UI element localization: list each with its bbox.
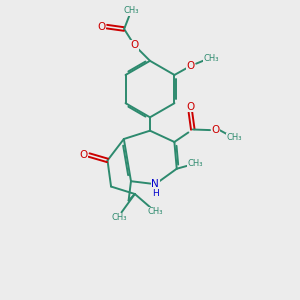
Text: H: H [152,189,159,198]
Text: O: O [187,61,195,71]
Text: CH₃: CH₃ [112,213,127,222]
Text: CH₃: CH₃ [188,159,203,168]
Text: N: N [152,179,159,189]
Text: CH₃: CH₃ [227,133,242,142]
Text: CH₃: CH₃ [203,53,219,62]
Text: O: O [211,125,220,135]
Text: CH₃: CH₃ [147,207,163,216]
Text: O: O [186,102,194,112]
Text: O: O [130,40,139,50]
Text: O: O [80,150,88,160]
Text: CH₃: CH₃ [124,6,139,15]
Text: O: O [98,22,106,32]
